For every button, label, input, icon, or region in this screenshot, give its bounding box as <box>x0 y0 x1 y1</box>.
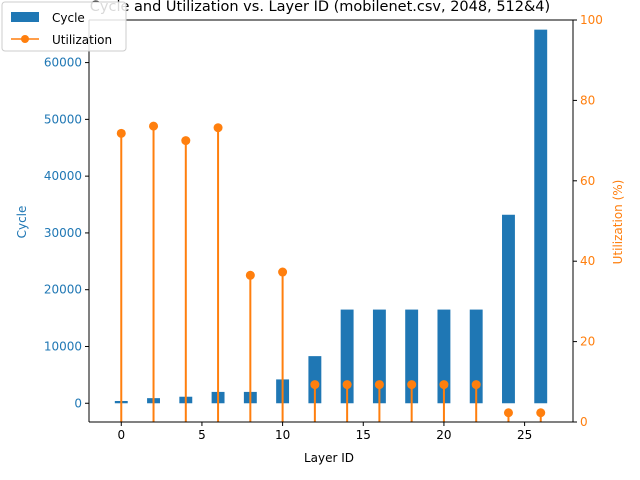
utilization-marker <box>245 270 255 280</box>
x-tick-label: 15 <box>356 428 371 442</box>
legend-cycle-swatch <box>11 12 39 22</box>
y-left-tick-label: 10000 <box>44 339 82 353</box>
cycle-bar <box>405 309 419 404</box>
y-right-tick-label: 80 <box>580 93 595 107</box>
x-tick-label: 10 <box>275 428 290 442</box>
legend-utilization-marker <box>21 35 29 43</box>
legend-utilization-label: Utilization <box>52 33 112 47</box>
legend-cycle-label: Cycle <box>52 11 85 25</box>
x-axis-label: Layer ID <box>304 451 354 465</box>
utilization-marker <box>439 380 449 390</box>
x-tick-label: 5 <box>198 428 206 442</box>
cycle-bar <box>502 214 515 404</box>
y-right-tick-label: 40 <box>580 254 595 268</box>
y-right-tick-label: 60 <box>580 174 595 188</box>
y-left-tick-label: 0 <box>74 396 82 410</box>
utilization-marker <box>116 128 126 138</box>
x-tick-label: 0 <box>117 428 125 442</box>
y-right-tick-label: 20 <box>580 335 595 349</box>
y-left-tick-label: 50000 <box>44 112 82 126</box>
x-tick-label: 25 <box>517 428 532 442</box>
utilization-marker <box>278 267 288 277</box>
axes <box>88 19 574 423</box>
y-axis-right-label: Utilization (%) <box>611 180 625 265</box>
y-axis-left-label: Cycle <box>15 206 29 239</box>
legend: Cycle Utilization <box>1 1 127 52</box>
utilization-stems <box>116 121 546 422</box>
ticks: 0 5 10 15 20 25 0 10000 20000 30000 40000 50000 6000… <box>44 13 603 442</box>
utilization-marker <box>181 136 191 146</box>
y-right-tick-label: 100 <box>580 13 603 27</box>
cycle-bar <box>437 309 451 404</box>
y-left-tick-label: 20000 <box>44 283 82 297</box>
cycle-bar <box>534 29 548 404</box>
utilization-marker <box>503 408 513 418</box>
utilization-marker <box>407 380 417 390</box>
chart-title: Cycle and Utilization vs. Layer ID (mobi… <box>90 0 550 15</box>
y-left-tick-label: 60000 <box>44 56 82 70</box>
y-left-tick-label: 30000 <box>44 226 82 240</box>
y-right-tick-label: 0 <box>580 415 588 429</box>
cycle-bar <box>372 309 386 404</box>
cycle-bar <box>308 356 322 404</box>
utilization-marker <box>310 380 320 390</box>
utilization-marker <box>471 380 481 390</box>
cycle-bar <box>469 309 483 404</box>
utilization-marker <box>374 380 384 390</box>
y-left-tick-label: 40000 <box>44 169 82 183</box>
utilization-marker <box>342 380 352 390</box>
utilization-marker <box>149 121 159 131</box>
cycle-bars <box>114 29 548 404</box>
x-tick-label: 20 <box>436 428 451 442</box>
utilization-marker <box>536 408 546 418</box>
cycle-bar <box>340 309 354 404</box>
utilization-marker <box>213 123 223 133</box>
